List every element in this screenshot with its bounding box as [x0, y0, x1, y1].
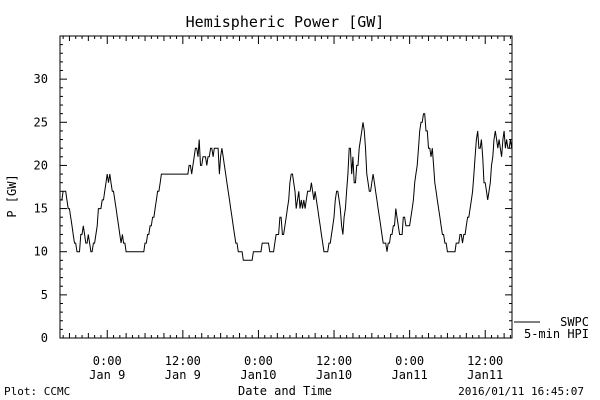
x-tick-label-time: 12:00	[316, 354, 352, 368]
x-tick-label-date: Jan10	[240, 368, 276, 382]
x-tick-label-time: 12:00	[165, 354, 201, 368]
y-tick-label: 25	[34, 115, 48, 129]
y-tick-label: 20	[34, 158, 48, 172]
x-tick-label-date: Jan11	[392, 368, 428, 382]
plot-frame	[59, 35, 513, 339]
x-tick-label-date: Jan 9	[165, 368, 201, 382]
y-tick-label: 0	[41, 331, 48, 345]
x-tick-label-time: 12:00	[467, 354, 503, 368]
y-tick-label: 10	[34, 245, 48, 259]
y-tick-label: 5	[41, 288, 48, 302]
x-axis-label: Date and Time	[238, 384, 332, 398]
x-tick-label-date: Jan 9	[89, 368, 125, 382]
legend-entry-1: SWPC	[560, 315, 589, 329]
footer-right: 2016/01/11 16:45:07	[458, 385, 584, 398]
x-tick-label-date: Jan11	[467, 368, 503, 382]
legend-entry-2: 5-min HPI	[524, 327, 589, 341]
chart-title: Hemispheric Power [GW]	[186, 13, 385, 31]
series-line-swpc-hpi	[60, 113, 513, 261]
axes	[59, 35, 513, 339]
x-tick-label-time: 0:00	[395, 354, 424, 368]
x-tick-label-date: Jan10	[316, 368, 352, 382]
x-tick-label-time: 0:00	[244, 354, 273, 368]
footer-left: Plot: CCMC	[4, 385, 70, 398]
y-axis-ticks: 0 5 10 15 20 25 30	[34, 35, 512, 345]
y-tick-label: 30	[34, 72, 48, 86]
x-tick-label-time: 0:00	[93, 354, 122, 368]
y-tick-label: 15	[34, 202, 48, 216]
y-axis-label: P [GW]	[5, 174, 19, 217]
legend: SWPC 5-min HPI	[514, 315, 589, 341]
